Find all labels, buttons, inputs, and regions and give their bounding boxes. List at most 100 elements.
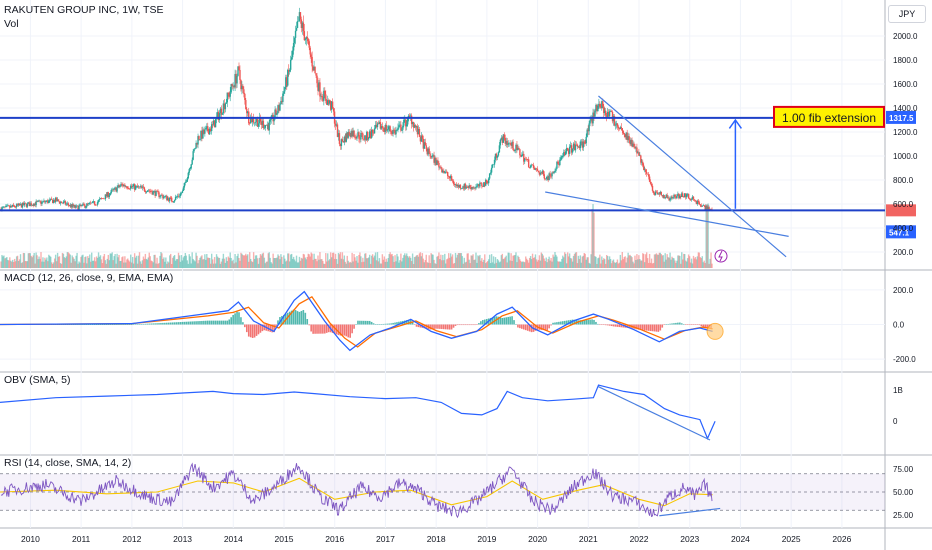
macd-histogram-bar	[214, 320, 217, 325]
candle-body	[167, 198, 169, 201]
macd-histogram-bar	[331, 324, 334, 333]
volume-bar	[91, 260, 94, 268]
volume-bar	[648, 253, 651, 268]
volume-bar	[510, 253, 512, 268]
volume-bar	[228, 257, 230, 268]
volume-bar	[473, 259, 475, 268]
volume-bar	[190, 263, 192, 268]
candle-body	[214, 119, 217, 128]
candle-body	[482, 186, 484, 187]
candle-body	[40, 201, 42, 205]
volume-bar	[92, 260, 95, 268]
volume-bar	[200, 256, 202, 268]
candle-body	[326, 100, 328, 105]
volume-bar	[676, 260, 678, 268]
candle-body	[422, 138, 425, 149]
macd-histogram-bar	[167, 322, 170, 325]
volume-bar	[669, 252, 671, 268]
candle-body	[391, 131, 393, 134]
candle-body	[387, 129, 389, 130]
candle-body	[86, 203, 88, 207]
volume-bar	[551, 261, 553, 268]
candle-body	[381, 126, 384, 128]
candle-body	[99, 198, 102, 200]
macd-histogram-bar	[606, 324, 609, 326]
candle-body	[230, 84, 232, 93]
candle-body	[562, 155, 564, 157]
volume-bar	[471, 255, 473, 268]
macd-histogram-bar	[132, 324, 135, 325]
candle-body	[566, 148, 569, 151]
candle-body	[468, 185, 470, 188]
candle-body	[291, 50, 294, 58]
volume-bar	[678, 255, 680, 268]
macd-histogram-bar	[439, 324, 441, 329]
candle-body	[630, 139, 632, 145]
volume-bar	[492, 256, 495, 268]
candle-body	[551, 172, 553, 177]
volume-bar	[504, 257, 506, 268]
macd-histogram-bar	[66, 324, 69, 325]
volume-bar	[284, 258, 286, 268]
candle-body	[276, 113, 278, 115]
volume-bar	[22, 252, 25, 268]
candle-body	[564, 152, 566, 155]
candle-body	[221, 113, 224, 115]
candle-body	[114, 187, 116, 189]
volume-bar	[165, 257, 167, 268]
candle-body	[704, 206, 706, 210]
volume-bar	[259, 254, 262, 268]
macd-histogram-bar	[80, 324, 82, 325]
macd-histogram-bar	[95, 324, 98, 325]
macd-histogram-bar	[542, 324, 545, 331]
candle-body	[420, 135, 423, 142]
volume-bar	[111, 252, 113, 268]
candle-body	[52, 199, 54, 204]
candle-body	[100, 198, 103, 199]
volume-bar	[131, 257, 134, 268]
candle-body	[601, 101, 603, 109]
volume-bar	[470, 255, 472, 268]
candle-body	[327, 100, 329, 105]
candle-body	[246, 108, 248, 114]
volume-bar	[531, 253, 534, 268]
candle-body	[146, 190, 149, 192]
macd-histogram-bar	[271, 324, 273, 333]
volume-bar	[636, 254, 638, 268]
candle-body	[442, 170, 444, 173]
candle-body	[84, 204, 86, 208]
price-tick-label: 1800.0	[893, 56, 918, 65]
candle-body	[325, 94, 327, 101]
candle-body	[455, 184, 458, 187]
candle-body	[109, 193, 111, 196]
volume-bar	[348, 262, 350, 268]
candle-body	[323, 90, 325, 101]
volume-bar	[502, 259, 505, 268]
volume-bar	[210, 263, 212, 268]
macd-histogram-bar	[702, 324, 705, 328]
volume-bar	[342, 259, 345, 268]
candle-body	[10, 205, 12, 208]
candle-body	[298, 12, 301, 21]
candle-body	[77, 205, 79, 210]
volume-bar	[236, 256, 238, 268]
candle-body	[250, 117, 253, 123]
candle-body	[367, 132, 369, 140]
candle-body	[454, 184, 457, 186]
volume-bar	[303, 254, 306, 268]
volume-bar	[73, 258, 75, 268]
candle-body	[200, 130, 202, 140]
volume-bar	[398, 262, 400, 268]
candle-body	[451, 180, 454, 182]
candle-body	[7, 205, 9, 207]
volume-bar	[28, 253, 30, 268]
candle-body	[196, 142, 198, 145]
macd-histogram-bar	[363, 320, 365, 325]
candle-body	[693, 199, 696, 201]
volume-bar	[556, 256, 558, 268]
macd-histogram-bar	[618, 324, 621, 328]
volume-bar	[146, 259, 149, 268]
currency-selector[interactable]: JPY	[888, 5, 926, 23]
volume-bar	[614, 262, 617, 268]
